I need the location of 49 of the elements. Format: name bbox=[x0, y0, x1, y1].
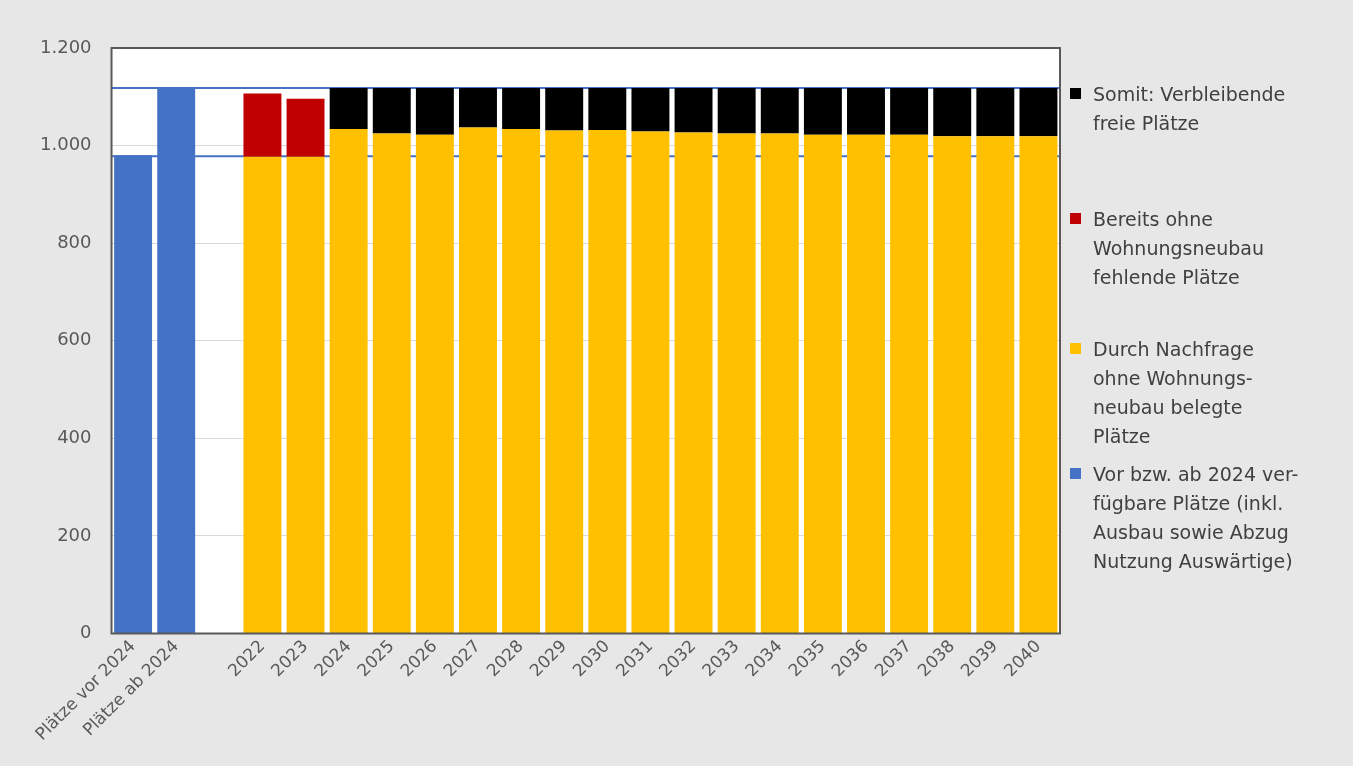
legend-label: Bereits ohne Wohnungsneubau fehlende Plätze bbox=[1093, 207, 1264, 290]
bar bbox=[329, 129, 368, 634]
y-tick-label: 0 bbox=[80, 621, 92, 643]
bar bbox=[545, 88, 584, 131]
bar bbox=[588, 129, 627, 634]
bar bbox=[631, 88, 670, 132]
y-tick-label: 1.200 bbox=[40, 35, 92, 57]
bar bbox=[717, 88, 756, 134]
bar bbox=[415, 88, 454, 135]
bar bbox=[631, 131, 670, 634]
legend-label: Somit: Verbleibende freie Plätze bbox=[1093, 82, 1286, 136]
bar bbox=[847, 88, 885, 135]
bar bbox=[243, 93, 282, 157]
bar bbox=[502, 88, 541, 129]
bar bbox=[545, 130, 584, 634]
legend-label: Vor bzw. ab 2024 ver- fügbare Plätze (inkl. Ausbau sowie Abzug Nutzung Auswärtige) bbox=[1093, 462, 1299, 574]
bar bbox=[286, 156, 325, 634]
bar bbox=[976, 136, 1015, 634]
bar bbox=[459, 127, 497, 634]
bar bbox=[847, 134, 885, 634]
y-tick-label: 400 bbox=[57, 426, 92, 448]
bar bbox=[243, 156, 282, 634]
bar bbox=[760, 133, 799, 634]
bar bbox=[890, 88, 929, 135]
y-tick-label: 600 bbox=[57, 328, 92, 350]
bar bbox=[933, 88, 972, 137]
bar bbox=[286, 98, 325, 157]
bar bbox=[760, 88, 799, 134]
bar bbox=[803, 134, 842, 634]
bar bbox=[933, 136, 972, 634]
bar bbox=[459, 88, 497, 128]
bar bbox=[976, 88, 1015, 137]
bar bbox=[1019, 136, 1058, 634]
bar bbox=[1019, 88, 1058, 137]
y-tick-label: 1.000 bbox=[40, 133, 92, 155]
bar bbox=[372, 88, 411, 134]
y-tick-label: 800 bbox=[57, 230, 92, 252]
bar bbox=[890, 134, 929, 634]
legend-label: Durch Nachfrage ohne Wohnungs- neubau belegte Plätze bbox=[1093, 337, 1254, 449]
bar bbox=[717, 133, 756, 634]
bar bbox=[329, 88, 368, 129]
bar bbox=[372, 133, 411, 634]
bar bbox=[415, 134, 454, 634]
bar bbox=[803, 88, 842, 135]
bar bbox=[588, 88, 627, 130]
bar bbox=[502, 129, 541, 634]
y-tick-label: 200 bbox=[57, 523, 92, 545]
bar bbox=[674, 132, 713, 634]
bar bbox=[674, 88, 713, 133]
